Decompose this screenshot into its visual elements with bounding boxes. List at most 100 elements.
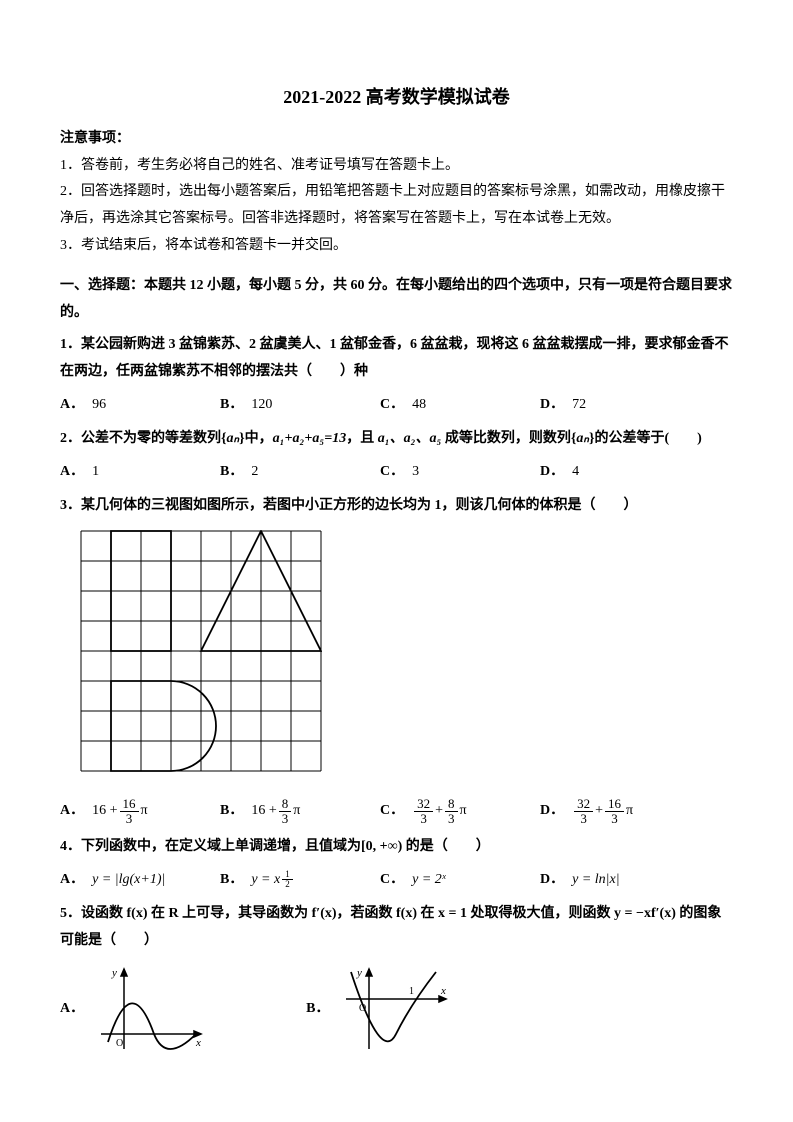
label-a: A．: [60, 392, 84, 419]
q3-choice-b: B． 16 + 8 3 π: [220, 797, 380, 827]
q2-choice-c: C． 3: [380, 459, 540, 486]
q2-pre: 2．公差不为零的等差数列{: [60, 431, 227, 446]
label-b: B．: [220, 459, 243, 486]
q3-choice-d: D． 32 3 + 16 3 π: [540, 797, 700, 827]
three-view-diagram: [80, 530, 322, 772]
instruction-item-2: 2．回答选择题时，选出每小题答案后，用铅笔把答题卡上对应题目的答案标号涂黑，如需…: [60, 179, 733, 232]
q3-c-frac2: 8 3: [445, 797, 458, 827]
section1-header: 一、选择题：本题共 12 小题，每小题 5 分，共 60 分。在每小题给出的四个…: [60, 273, 733, 326]
q3-b-den: 3: [279, 812, 292, 826]
q2-choices: A． 1 B． 2 C． 3 D． 4: [60, 459, 733, 486]
q3-d-plus: +: [595, 798, 603, 825]
q3-a-pre: 16 +: [92, 798, 117, 825]
label-c: C．: [380, 392, 404, 419]
q4-a-value: y = |lg(x+1)|: [92, 867, 165, 894]
question-3: 3．某几何体的三视图如图所示，若图中小正方形的边长均为 1，则该几何体的体积是（…: [60, 493, 733, 826]
q1-text: 1．某公园新购进 3 盆锦紫苏、2 盆虞美人、1 盆郁金香，6 盆盆栽，现将这 …: [60, 332, 733, 385]
q5-graph-b-svg: x y O 1: [341, 964, 451, 1054]
q2-choice-b: B． 2: [220, 459, 380, 486]
q3-d-num2: 16: [605, 797, 624, 812]
q2-mid3: 成等比数列，则数列{: [441, 431, 576, 446]
q1-choice-c: C． 48: [380, 392, 540, 419]
svg-text:O: O: [116, 1038, 123, 1049]
q3-b-suf: π: [293, 798, 300, 825]
q2-d-value: 4: [572, 459, 579, 486]
svg-text:O: O: [359, 1003, 366, 1014]
q3-a-num: 16: [120, 797, 139, 812]
q2-text: 2．公差不为零的等差数列{aₙ}中，a₁+a₂+a₅=13，且 a₁、a₂、a₅…: [60, 426, 733, 453]
label-d: D．: [540, 867, 564, 894]
q3-a-den: 3: [120, 812, 139, 826]
q2-c-value: 3: [412, 459, 419, 486]
q2-an1: aₙ: [227, 431, 240, 446]
instruction-item-1: 1．答卷前，考生务必将自己的姓名、准考证号填写在答题卡上。: [60, 153, 733, 180]
q1-d-value: 72: [572, 392, 586, 419]
q3-diagram: [80, 530, 733, 783]
q3-d-frac2: 16 3: [605, 797, 624, 827]
q5-text: 5．设函数 f(x) 在 R 上可导，其导函数为 f′(x)，若函数 f(x) …: [60, 901, 733, 954]
label-b: B．: [220, 867, 243, 894]
q3-choices: A． 16 + 16 3 π B． 16 + 8 3 π C． 32 3 +: [60, 797, 733, 827]
q3-choice-c: C． 32 3 + 8 3 π: [380, 797, 540, 827]
q2-an2: aₙ: [576, 431, 589, 446]
q4-choice-c: C． y = 2ˣ: [380, 867, 540, 894]
q3-d-frac1: 32 3: [574, 797, 593, 827]
q5-graph-a-svg: x y O: [96, 964, 206, 1054]
q4-b-pre: y = x: [251, 867, 280, 894]
instructions-header: 注意事项：: [60, 126, 733, 153]
svg-text:y: y: [356, 967, 362, 979]
q3-b-num: 8: [279, 797, 292, 812]
q2-choice-a: A． 1: [60, 459, 220, 486]
q2-choice-d: D． 4: [540, 459, 700, 486]
svg-text:x: x: [195, 1037, 201, 1049]
svg-text:y: y: [111, 967, 117, 979]
label-d: D．: [540, 459, 564, 486]
q2-a-value: 1: [92, 459, 99, 486]
question-5: 5．设函数 f(x) 在 R 上可导，其导函数为 f′(x)，若函数 f(x) …: [60, 901, 733, 1054]
question-1: 1．某公园新购进 3 盆锦紫苏、2 盆虞美人、1 盆郁金香，6 盆盆栽，现将这 …: [60, 332, 733, 418]
q4-choice-d: D． y = ln|x|: [540, 867, 700, 894]
q4-choice-b: B． y = x 1 2: [220, 867, 380, 894]
q5-graph-a: A． x y O: [60, 964, 206, 1054]
q3-c-num2: 8: [445, 797, 458, 812]
q4-b-exp-den: 2: [282, 880, 293, 890]
q2-mid1: }中，: [239, 431, 273, 446]
q2-b-value: 2: [251, 459, 258, 486]
label-d: D．: [540, 798, 564, 825]
label-a: A．: [60, 867, 84, 894]
label-c: C．: [380, 798, 404, 825]
q3-c-frac1: 32 3: [414, 797, 433, 827]
q5-label-a: A．: [60, 996, 84, 1023]
label-d: D．: [540, 392, 564, 419]
q3-b-pre: 16 +: [251, 798, 276, 825]
question-4: 4．下列函数中，在定义域上单调递增，且值域为[0, +∞) 的是（ ） A． y…: [60, 834, 733, 893]
question-2: 2．公差不为零的等差数列{aₙ}中，a₁+a₂+a₅=13，且 a₁、a₂、a₅…: [60, 426, 733, 485]
q3-d-num1: 32: [574, 797, 593, 812]
svg-text:1: 1: [409, 986, 414, 997]
q1-choice-b: B． 120: [220, 392, 380, 419]
q3-c-plus: +: [435, 798, 443, 825]
q3-d-suf: π: [626, 798, 633, 825]
q2-a1: a₁、a₂、a₅: [378, 431, 442, 446]
q4-text: 4．下列函数中，在定义域上单调递增，且值域为[0, +∞) 的是（ ）: [60, 834, 733, 861]
q5-graphs: A． x y O B．: [60, 964, 733, 1054]
q3-c-suf: π: [460, 798, 467, 825]
q1-a-value: 96: [92, 392, 106, 419]
q1-choices: A． 96 B． 120 C． 48 D． 72: [60, 392, 733, 419]
q1-choice-a: A． 96: [60, 392, 220, 419]
q1-b-value: 120: [251, 392, 272, 419]
label-c: C．: [380, 459, 404, 486]
q1-c-value: 48: [412, 392, 426, 419]
q3-c-den1: 3: [414, 812, 433, 826]
q4-d-value: y = ln|x|: [572, 867, 619, 894]
q5-label-b: B．: [306, 996, 329, 1023]
q3-text: 3．某几何体的三视图如图所示，若图中小正方形的边长均为 1，则该几何体的体积是（…: [60, 493, 733, 520]
instruction-item-3: 3．考试结束后，将本试卷和答题卡一并交回。: [60, 233, 733, 260]
q2-end: }的公差等于( ): [589, 431, 702, 446]
document-title: 2021-2022 高考数学模拟试卷: [60, 80, 733, 114]
q3-a-frac: 16 3: [120, 797, 139, 827]
q3-choice-a: A． 16 + 16 3 π: [60, 797, 220, 827]
svg-text:x: x: [440, 985, 446, 997]
label-b: B．: [220, 798, 243, 825]
q4-b-exp: 1 2: [282, 870, 293, 891]
